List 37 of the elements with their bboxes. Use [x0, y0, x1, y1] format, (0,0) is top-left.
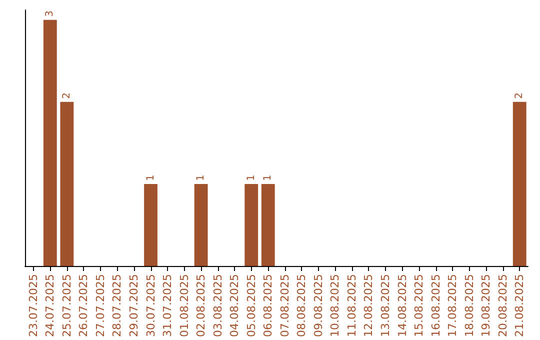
data-label: 1 [246, 174, 257, 181]
x-tick-label: 21.08.2025 [513, 274, 526, 338]
data-label: 2 [514, 92, 526, 99]
x-tick-label: 05.08.2025 [244, 274, 258, 338]
data-label: 1 [196, 174, 207, 181]
x-tick-label: 29.07.2025 [127, 274, 140, 338]
x-tick-label: 07.08.2025 [278, 274, 292, 338]
x-tick-label: 06.08.2025 [262, 274, 275, 338]
x-tick-label: 28.07.2025 [110, 274, 124, 338]
x-tick-label: 01.08.2025 [178, 274, 191, 338]
x-tick-label: 08.08.2025 [295, 274, 308, 338]
x-tick-label: 23.07.2025 [26, 274, 40, 338]
x-tick-label: 20.08.2025 [496, 274, 510, 338]
x-tick-label: 02.08.2025 [194, 274, 208, 338]
x-tick-label: 26.07.2025 [77, 274, 90, 338]
data-label: 1 [145, 174, 156, 181]
data-label: 1 [262, 174, 274, 181]
x-tick-label: 15.08.2025 [412, 274, 426, 338]
x-tick-label: 25.07.2025 [60, 274, 74, 338]
x-tick-label: 17.08.2025 [446, 274, 460, 338]
x-tick-label: 27.07.2025 [94, 274, 107, 338]
x-tick-label: 03.08.2025 [211, 274, 224, 338]
x-tick-label: 24.07.2025 [44, 274, 57, 338]
x-tick-label: 04.08.2025 [228, 274, 242, 338]
data-label: 3 [44, 10, 56, 17]
x-tick-label: 09.08.2025 [312, 274, 325, 338]
x-tick-label: 12.08.2025 [362, 274, 376, 338]
x-tick-label: 18.08.2025 [462, 274, 476, 338]
data-label: 2 [61, 92, 72, 99]
x-tick-label: 16.08.2025 [429, 274, 442, 338]
x-tick-label: 14.08.2025 [396, 274, 409, 338]
x-tick-label: 30.07.2025 [144, 274, 158, 338]
x-tick-label: 19.08.2025 [480, 274, 493, 338]
x-tick-label: 11.08.2025 [345, 274, 358, 338]
x-tick-label: 31.07.2025 [161, 274, 174, 338]
x-tick-label: 13.08.2025 [378, 274, 392, 338]
x-tick-label: 10.08.2025 [328, 274, 342, 338]
